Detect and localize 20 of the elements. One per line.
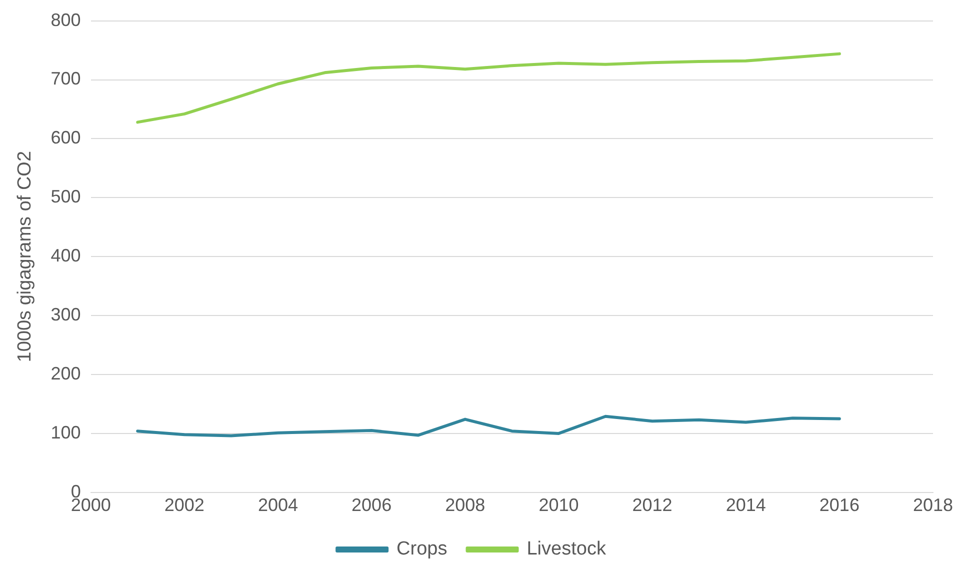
y-tick-label: 500 [50, 186, 81, 207]
x-tick-label: 2004 [258, 495, 298, 516]
y-tick-label: 600 [50, 128, 81, 148]
x-tick-label: 2018 [912, 495, 954, 516]
x-tick-label: 2010 [538, 495, 579, 516]
y-tick-label: 800 [50, 10, 81, 30]
x-tick-label: 2006 [352, 495, 392, 516]
y-tick-label: 400 [50, 246, 81, 266]
y-axis-title: 1000s gigagrams of CO2 [14, 150, 36, 362]
x-tick-label: 2012 [632, 495, 672, 516]
legend-label: Livestock [526, 538, 606, 560]
y-tick-label: 100 [50, 422, 81, 442]
x-tick-label: 2008 [445, 495, 486, 516]
x-tick-label: 2002 [164, 495, 204, 516]
x-tick-label: 2014 [726, 495, 766, 516]
y-tick-label: 200 [50, 363, 81, 384]
y-tick-label: 300 [50, 304, 81, 325]
x-tick-label: 2016 [819, 495, 860, 516]
legend-label: Crops [396, 538, 448, 560]
y-tick-label: 700 [50, 68, 81, 89]
